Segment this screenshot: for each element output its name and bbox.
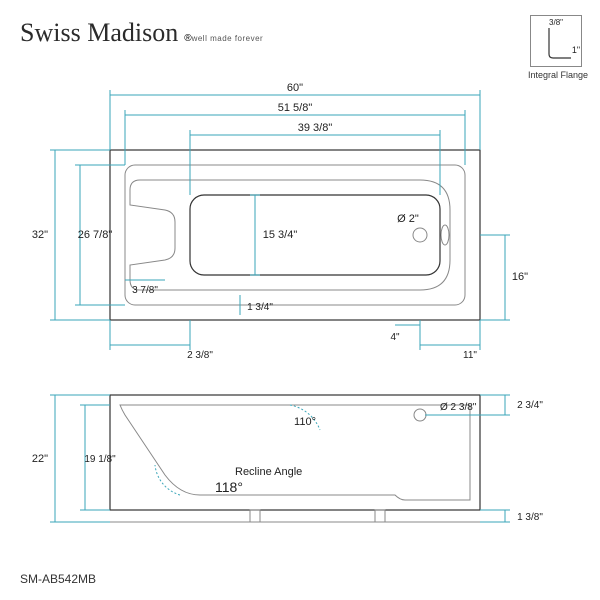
drawing-canvas: 60" 51 5/8" 39 3/8" 32" 26 7/8" 15 3/4" …	[0, 0, 600, 600]
dim-inner-h1: 26 7/8"	[78, 229, 113, 241]
dim-angle2: 118°	[215, 479, 243, 495]
dim-drain-top: Ø 2"	[397, 213, 419, 225]
dim-overall-h: 32"	[32, 229, 48, 241]
dim-ledge: 3 7/8"	[132, 285, 158, 296]
dim-inner-w2: 39 3/8"	[298, 122, 333, 134]
dim-drain-side: Ø 2 3/8"	[440, 402, 477, 413]
dim-foot: 1 3/8"	[517, 512, 543, 523]
dim-flange-h: 2 3/4"	[517, 400, 543, 411]
dim-lip: 1 3/4"	[247, 302, 273, 313]
side-view: 110° Recline Angle 118° 22" 19 1/8" Ø 2 …	[32, 395, 543, 523]
dim-side-inner-h: 19 1/8"	[84, 454, 116, 465]
dim-overall-w: 60"	[287, 82, 303, 94]
top-view: 60" 51 5/8" 39 3/8" 32" 26 7/8" 15 3/4" …	[32, 82, 528, 361]
dim-offset-r2: 11"	[463, 350, 477, 361]
dim-side-h: 16"	[512, 271, 528, 283]
dim-offset-l: 2 3/8"	[187, 350, 213, 361]
dim-basin-h: 15 3/4"	[263, 229, 298, 241]
dim-side-overall-h: 22"	[32, 453, 48, 465]
dim-offset-r1: 4"	[390, 332, 400, 343]
recline-label: Recline Angle	[235, 466, 302, 478]
dim-inner-w1: 51 5/8"	[278, 102, 313, 114]
dim-angle1: 110°	[294, 416, 316, 428]
sku-label: SM-AB542MB	[20, 572, 96, 586]
